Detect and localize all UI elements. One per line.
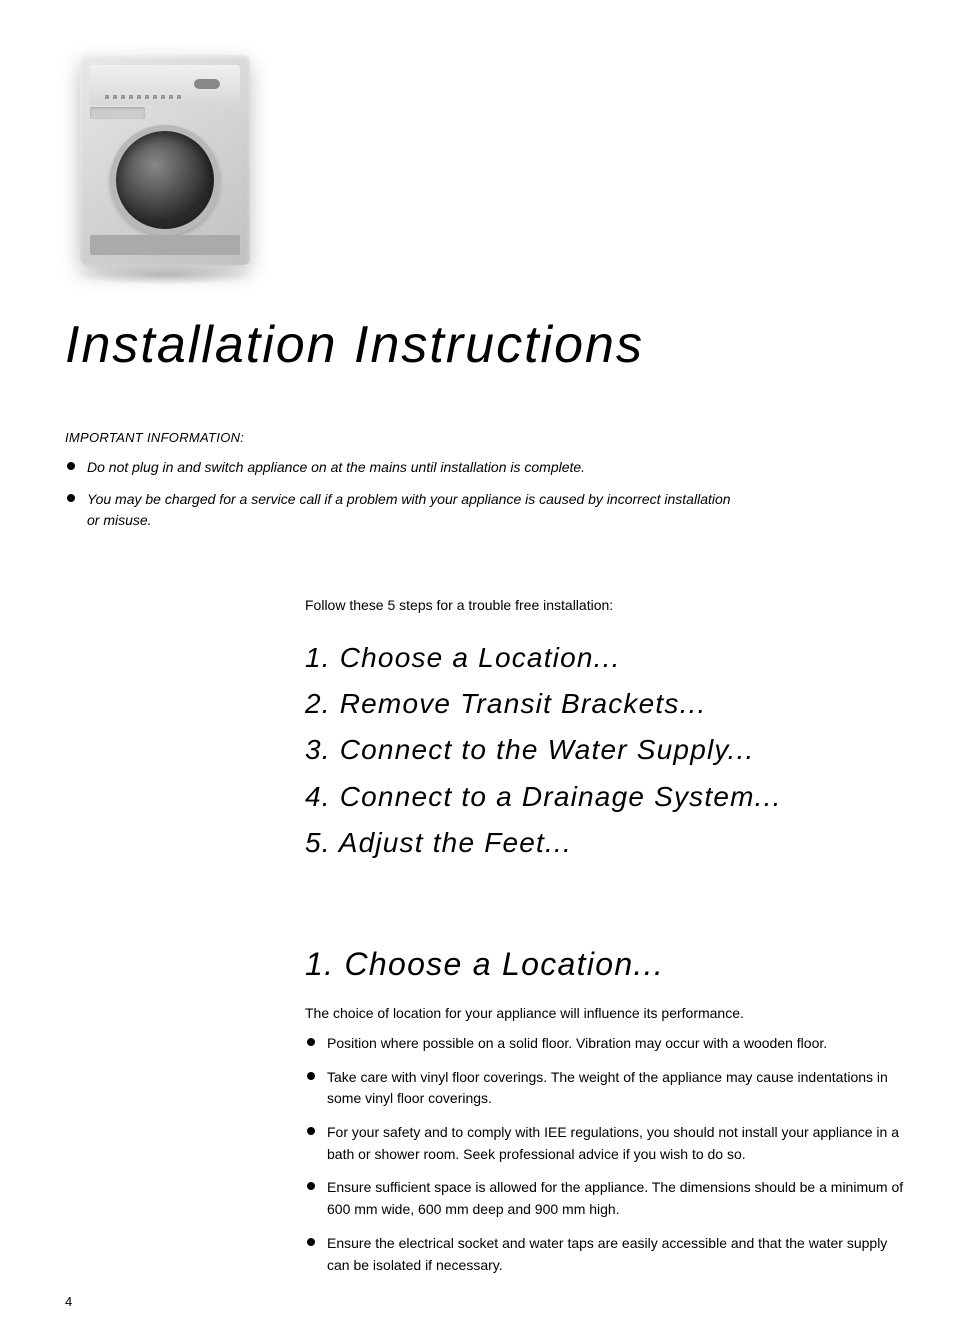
bullet-item: Ensure sufficient space is allowed for t… xyxy=(305,1177,904,1220)
section-bullets: Position where possible on a solid floor… xyxy=(305,1033,904,1276)
washer-body xyxy=(80,55,250,265)
main-content: Follow these 5 steps for a trouble free … xyxy=(305,597,904,1276)
washer-buttons xyxy=(105,95,185,99)
step-item: 4. Connect to a Drainage System... xyxy=(305,774,904,820)
step-item: 3. Connect to the Water Supply... xyxy=(305,727,904,773)
washer-kick-plate xyxy=(90,235,240,255)
washer-control-panel xyxy=(90,65,240,105)
bullet-item: Take care with vinyl floor coverings. Th… xyxy=(305,1067,904,1110)
step-item: 2. Remove Transit Brackets... xyxy=(305,681,904,727)
important-note: Do not plug in and switch appliance on a… xyxy=(65,457,745,479)
bullet-item: For your safety and to comply with IEE r… xyxy=(305,1122,904,1165)
page-title: Installation Instructions xyxy=(65,315,904,375)
steps-list: 1. Choose a Location... 2. Remove Transi… xyxy=(305,635,904,866)
image-shadow xyxy=(75,265,255,285)
important-note: You may be charged for a service call if… xyxy=(65,489,745,532)
page-number: 4 xyxy=(65,1294,72,1309)
bullet-item: Ensure the electrical socket and water t… xyxy=(305,1233,904,1276)
section-intro: The choice of location for your applianc… xyxy=(305,1005,904,1021)
step-item: 1. Choose a Location... xyxy=(305,635,904,681)
washer-door xyxy=(110,125,220,235)
section-heading: 1. Choose a Location... xyxy=(305,946,904,983)
product-image xyxy=(65,30,265,290)
steps-intro: Follow these 5 steps for a trouble free … xyxy=(305,597,904,613)
washer-dial xyxy=(194,79,220,89)
step-item: 5. Adjust the Feet... xyxy=(305,820,904,866)
bullet-item: Position where possible on a solid floor… xyxy=(305,1033,904,1055)
washer-drawer xyxy=(90,107,145,119)
important-notes-list: Do not plug in and switch appliance on a… xyxy=(65,457,904,532)
important-label: IMPORTANT INFORMATION: xyxy=(65,430,904,445)
